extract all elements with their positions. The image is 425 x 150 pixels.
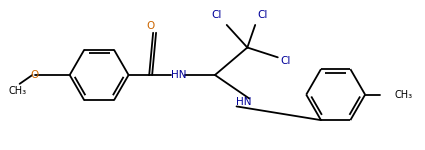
Text: HN: HN [236, 98, 251, 108]
Text: Cl: Cl [212, 10, 222, 20]
Text: HN: HN [171, 70, 187, 80]
Text: O: O [146, 21, 154, 31]
Text: O: O [30, 70, 39, 80]
Text: CH₃: CH₃ [8, 86, 27, 96]
Text: Cl: Cl [258, 10, 268, 20]
Text: Cl: Cl [280, 56, 291, 66]
Text: CH₃: CH₃ [394, 90, 413, 100]
